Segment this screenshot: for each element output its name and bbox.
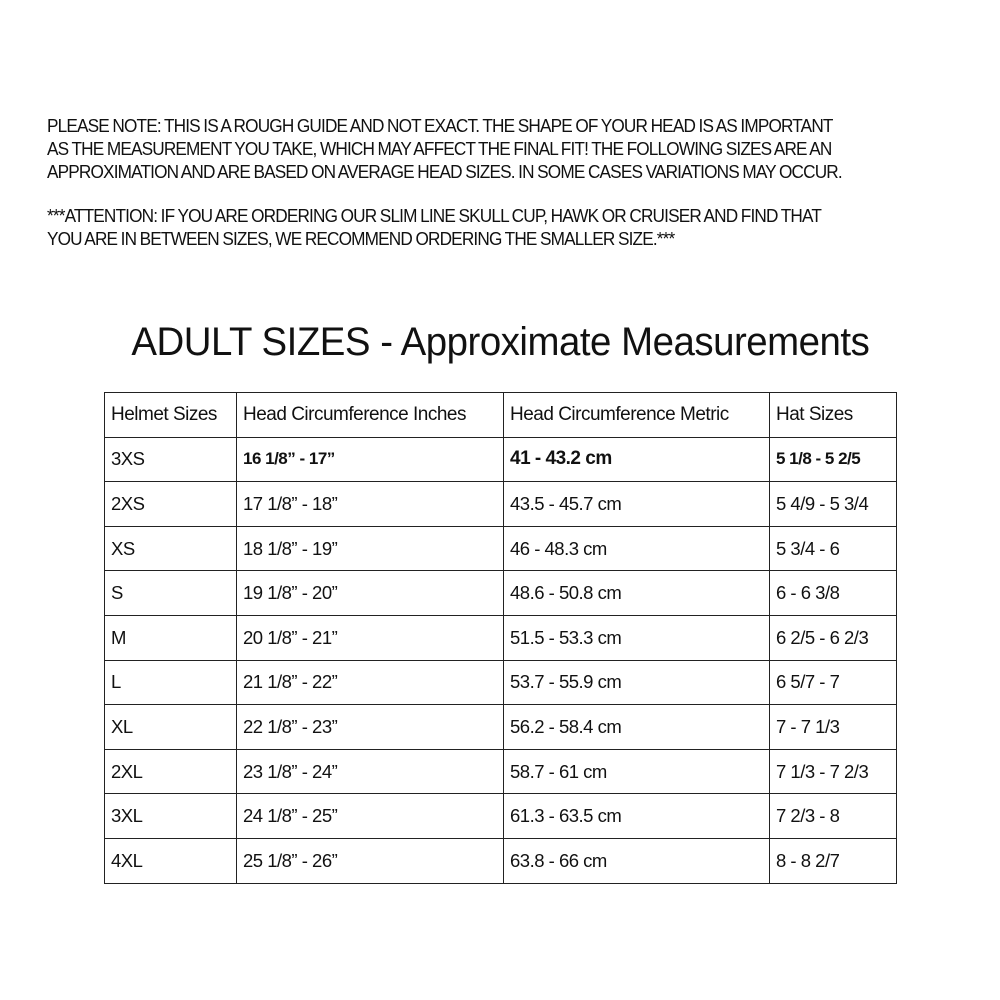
note-line: YOU ARE IN BETWEEN SIZES, WE RECOMMEND O… xyxy=(47,228,675,249)
helmet-size-cell: L xyxy=(104,659,237,706)
inches-cell: 16 1/8” - 17” xyxy=(236,436,504,483)
table-row: 3XL 24 1/8” - 25” 61.3 - 63.5 cm 7 2/3 - 8 xyxy=(104,793,897,839)
metric-cell: 56.2 - 58.4 cm xyxy=(503,704,770,750)
metric-cell: 48.6 - 50.8 cm xyxy=(503,570,770,616)
note-line: APPROXIMATION AND ARE BASED ON AVERAGE H… xyxy=(47,161,843,182)
helmet-size-cell: 4XL xyxy=(104,837,237,884)
metric-cell: 53.7 - 55.9 cm xyxy=(503,659,770,706)
helmet-size-cell: S xyxy=(104,570,237,616)
helmet-size-cell: XS xyxy=(104,525,237,572)
metric-cell: 41 - 43.2 cm xyxy=(503,436,770,483)
hat-size-cell: 7 2/3 - 8 xyxy=(769,793,897,839)
metric-cell: 63.8 - 66 cm xyxy=(503,837,770,884)
table-row: XL 22 1/8” - 23” 56.2 - 58.4 cm 7 - 7 1/3 xyxy=(104,704,897,750)
inches-cell: 22 1/8” - 23” xyxy=(236,704,504,750)
metric-cell: 61.3 - 63.5 cm xyxy=(503,793,770,839)
table-row: L 21 1/8” - 22” 53.7 - 55.9 cm 6 5/7 - 7 xyxy=(104,659,897,706)
inches-cell: 18 1/8” - 19” xyxy=(236,525,504,572)
metric-cell: 51.5 - 53.3 cm xyxy=(503,614,770,661)
helmet-size-cell: 3XS xyxy=(104,436,237,483)
table-header-row: Helmet Sizes Head Circumference Inches H… xyxy=(104,392,897,438)
hat-size-cell: 5 1/8 - 5 2/5 xyxy=(769,436,897,483)
inches-cell: 19 1/8” - 20” xyxy=(236,570,504,616)
column-header: Hat Sizes xyxy=(769,392,897,438)
inches-cell: 17 1/8” - 18” xyxy=(236,481,504,527)
inches-cell: 25 1/8” - 26” xyxy=(236,837,504,884)
table-row: 2XS 17 1/8” - 18” 43.5 - 45.7 cm 5 4/9 - 5 … xyxy=(104,481,897,527)
column-header: Head Circumference Inches xyxy=(236,392,504,438)
helmet-size-cell: XL xyxy=(104,704,237,750)
helmet-size-cell: 3XL xyxy=(104,793,237,839)
table-row: 2XL 23 1/8” - 24” 58.7 - 61 cm 7 1/3 - 7 2/… xyxy=(104,748,897,795)
note-line: AS THE MEASUREMENT YOU TAKE, WHICH MAY A… xyxy=(47,138,832,159)
inches-cell: 20 1/8” - 21” xyxy=(236,614,504,661)
disclaimer-note: PLEASE NOTE: THIS IS A ROUGH GUIDE AND N… xyxy=(47,114,987,183)
helmet-size-cell: 2XL xyxy=(104,748,237,795)
hat-size-cell: 8 - 8 2/7 xyxy=(769,837,897,884)
metric-cell: 46 - 48.3 cm xyxy=(503,525,770,572)
inches-cell: 23 1/8” - 24” xyxy=(236,748,504,795)
table-row: XS 18 1/8” - 19” 46 - 48.3 cm 5 3/4 - 6 xyxy=(104,525,897,572)
hat-size-cell: 5 3/4 - 6 xyxy=(769,525,897,572)
inches-cell: 21 1/8” - 22” xyxy=(236,659,504,706)
column-header: Head Circumference Metric xyxy=(503,392,770,438)
page-title: ADULT SIZES - Approximate Measurements xyxy=(131,320,869,364)
hat-size-cell: 5 4/9 - 5 3/4 xyxy=(769,481,897,527)
table-row: S 19 1/8” - 20” 48.6 - 50.8 cm 6 - 6 3/8 xyxy=(104,570,897,616)
inches-cell: 24 1/8” - 25” xyxy=(236,793,504,839)
hat-size-cell: 6 2/5 - 6 2/3 xyxy=(769,614,897,661)
hat-size-cell: 6 5/7 - 7 xyxy=(769,659,897,706)
note-line: PLEASE NOTE: THIS IS A ROUGH GUIDE AND N… xyxy=(47,115,833,136)
note-line: ***ATTENTION: IF YOU ARE ORDERING OUR SL… xyxy=(47,205,822,226)
table-row: M 20 1/8” - 21” 51.5 - 53.3 cm 6 2/5 - 6 2/… xyxy=(104,614,897,661)
column-header: Helmet Sizes xyxy=(104,392,237,438)
hat-size-cell: 6 - 6 3/8 xyxy=(769,570,897,616)
size-chart-table: Helmet Sizes Head Circumference Inches H… xyxy=(104,392,897,884)
table-row: 3XS 16 1/8” - 17” 41 - 43.2 cm 5 1/8 - 5 2/… xyxy=(104,436,897,483)
helmet-size-cell: M xyxy=(104,614,237,661)
hat-size-cell: 7 1/3 - 7 2/3 xyxy=(769,748,897,795)
table-row: 4XL 25 1/8” - 26” 63.8 - 66 cm 8 - 8 2/7 xyxy=(104,837,897,884)
helmet-size-cell: 2XS xyxy=(104,481,237,527)
metric-cell: 58.7 - 61 cm xyxy=(503,748,770,795)
metric-cell: 43.5 - 45.7 cm xyxy=(503,481,770,527)
hat-size-cell: 7 - 7 1/3 xyxy=(769,704,897,750)
attention-note: ***ATTENTION: IF YOU ARE ORDERING OUR SL… xyxy=(47,204,987,250)
